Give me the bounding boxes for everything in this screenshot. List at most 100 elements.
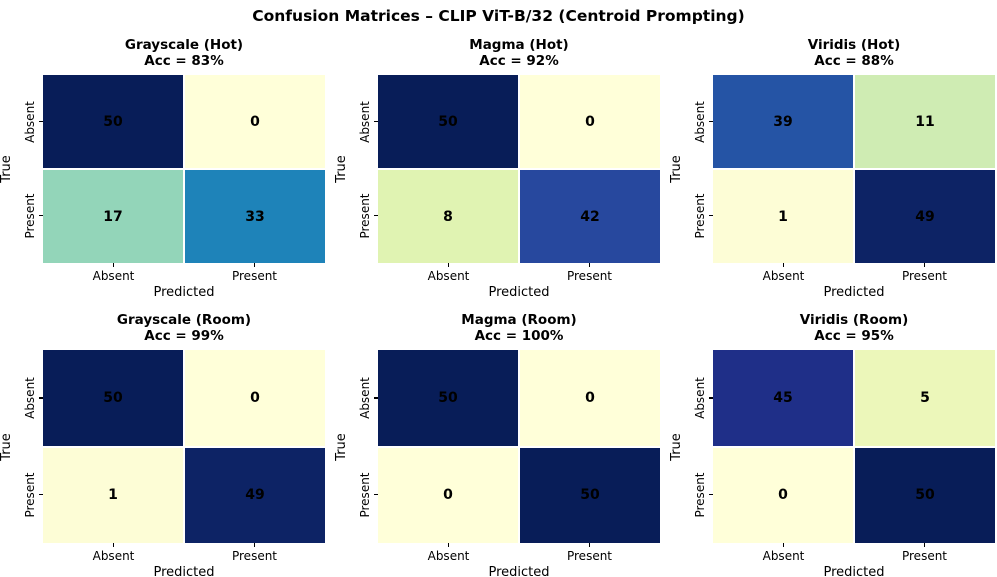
tick-mark bbox=[923, 543, 925, 547]
cell-true-absent-pred-absent: 50 bbox=[43, 75, 183, 168]
y-tick-label-present: Present bbox=[23, 472, 37, 517]
y-tick-text: Absent bbox=[358, 377, 372, 420]
tick-mark bbox=[112, 543, 114, 547]
y-tick-label-present: Present bbox=[358, 472, 372, 517]
heatmap: 50 0 17 33 bbox=[43, 75, 325, 263]
x-axis-label: Predicted bbox=[153, 565, 215, 577]
x-tick-label-absent: Absent bbox=[762, 269, 805, 283]
y-axis-label-text: True bbox=[0, 432, 14, 461]
subplot-title-line: Viridis (Room) bbox=[799, 312, 909, 328]
cell-value: 11 bbox=[915, 113, 935, 130]
cell-true-present-pred-present: 33 bbox=[185, 170, 325, 263]
y-axis-label-text: True bbox=[669, 155, 684, 183]
subplot-acc-line: Acc = 88% bbox=[814, 52, 894, 69]
y-axis-label-text: True bbox=[334, 155, 349, 183]
y-axis-label: True bbox=[669, 155, 684, 183]
subplot-title-line: Grayscale (Room) bbox=[116, 312, 252, 328]
subplot-acc-line: Acc = 99% bbox=[144, 327, 224, 344]
cell-value: 0 bbox=[585, 113, 595, 130]
subplot-viridis-hot: Viridis (Hot) Acc = 88% True Absent Pres… bbox=[669, 37, 995, 300]
x-tick-label-absent: Absent bbox=[762, 549, 805, 563]
y-tick-text: Absent bbox=[23, 377, 37, 420]
x-axis-label: Predicted bbox=[823, 565, 885, 577]
y-tick-text: Absent bbox=[693, 101, 707, 143]
subplot-acc-line: Acc = 92% bbox=[479, 52, 559, 69]
tick-mark bbox=[39, 397, 43, 399]
figure-suptitle: Confusion Matrices – CLIP ViT-B/32 (Cent… bbox=[252, 7, 745, 25]
y-tick-label-absent: Absent bbox=[693, 377, 707, 419]
tick-mark bbox=[39, 215, 43, 217]
tick-mark bbox=[588, 543, 590, 547]
cell-value: 49 bbox=[245, 487, 265, 504]
x-axis-label: Predicted bbox=[488, 285, 550, 300]
cell-value: 17 bbox=[103, 208, 123, 225]
cell-value: 50 bbox=[103, 389, 123, 406]
tick-mark bbox=[588, 263, 590, 267]
cell-true-present-pred-absent: 17 bbox=[43, 170, 183, 263]
tick-mark bbox=[923, 263, 925, 267]
cell-true-present-pred-present: 42 bbox=[520, 170, 660, 263]
heatmap: 50 0 8 42 bbox=[378, 75, 660, 263]
cell-value: 50 bbox=[103, 113, 123, 130]
cell-value: 39 bbox=[773, 113, 793, 130]
cell-true-present-pred-absent: 0 bbox=[378, 447, 518, 543]
y-tick-label-absent: Absent bbox=[358, 101, 372, 143]
x-tick-label-present: Present bbox=[901, 269, 948, 283]
tick-mark bbox=[39, 121, 43, 123]
cell-value: 1 bbox=[108, 487, 118, 504]
y-tick-text: Absent bbox=[358, 101, 372, 143]
cell-value: 1 bbox=[778, 208, 788, 225]
subplot-grayscale-room: Grayscale (Room) Acc = 99% True Absent P… bbox=[0, 312, 325, 577]
tick-mark bbox=[253, 543, 255, 547]
cell-true-absent-pred-present: 0 bbox=[185, 75, 325, 168]
tick-mark bbox=[39, 493, 43, 496]
y-tick-text: Present bbox=[693, 472, 707, 518]
y-axis-label: True bbox=[334, 433, 349, 461]
tick-mark bbox=[709, 397, 713, 399]
cell-true-present-pred-absent: 8 bbox=[378, 170, 518, 263]
subplot-title: Viridis (Room) Acc = 95% bbox=[713, 312, 995, 344]
cell-value: 0 bbox=[778, 487, 788, 504]
cell-true-absent-pred-present: 5 bbox=[855, 350, 995, 446]
cell-true-absent-pred-absent: 39 bbox=[713, 75, 853, 168]
subplot-title: Grayscale (Hot) Acc = 83% bbox=[43, 37, 325, 69]
y-tick-text: Absent bbox=[23, 101, 37, 143]
tick-mark bbox=[782, 543, 784, 547]
subplot-viridis-room: Viridis (Room) Acc = 95% True Absent Pre… bbox=[669, 312, 995, 577]
tick-mark bbox=[709, 493, 713, 496]
y-tick-label-absent: Absent bbox=[23, 377, 37, 419]
cell-true-present-pred-absent: 1 bbox=[713, 170, 853, 263]
x-tick-label-present: Present bbox=[231, 549, 278, 563]
tick-mark bbox=[447, 263, 449, 267]
subplot-acc-line: Acc = 100% bbox=[474, 327, 564, 344]
cell-true-present-pred-present: 50 bbox=[855, 447, 995, 543]
cell-true-present-pred-absent: 0 bbox=[713, 447, 853, 543]
x-axis-label: Predicted bbox=[823, 285, 885, 300]
x-tick-label-absent: Absent bbox=[92, 269, 135, 283]
x-axis-label: Predicted bbox=[153, 285, 215, 300]
x-tick-label-present: Present bbox=[231, 269, 278, 283]
cell-value: 0 bbox=[250, 113, 260, 130]
y-tick-label-present: Present bbox=[693, 193, 707, 238]
x-tick-label-absent: Absent bbox=[92, 549, 135, 563]
cell-value: 0 bbox=[443, 487, 453, 504]
cell-value: 50 bbox=[915, 487, 935, 504]
subplot-title-line: Magma (Room) bbox=[461, 312, 577, 328]
y-tick-label-present: Present bbox=[693, 472, 707, 517]
cell-value: 50 bbox=[438, 113, 458, 130]
cell-value: 33 bbox=[245, 208, 265, 225]
y-tick-text: Present bbox=[23, 193, 37, 239]
cell-value: 45 bbox=[773, 389, 793, 406]
heatmap: 50 0 0 50 bbox=[378, 350, 660, 543]
tick-mark bbox=[374, 121, 378, 123]
subplot-magma-hot: Magma (Hot) Acc = 92% True Absent Presen… bbox=[334, 37, 660, 300]
cell-true-present-pred-absent: 1 bbox=[43, 447, 183, 543]
y-axis-label-text: True bbox=[0, 155, 14, 183]
subplot-title: Viridis (Hot) Acc = 88% bbox=[713, 37, 995, 69]
x-tick-label-absent: Absent bbox=[427, 269, 470, 283]
cell-value: 5 bbox=[920, 389, 930, 406]
subplot-title: Magma (Room) Acc = 100% bbox=[378, 312, 660, 344]
y-axis-label-text: True bbox=[334, 432, 349, 461]
y-tick-label-present: Present bbox=[358, 193, 372, 238]
y-tick-label-present: Present bbox=[23, 193, 37, 238]
